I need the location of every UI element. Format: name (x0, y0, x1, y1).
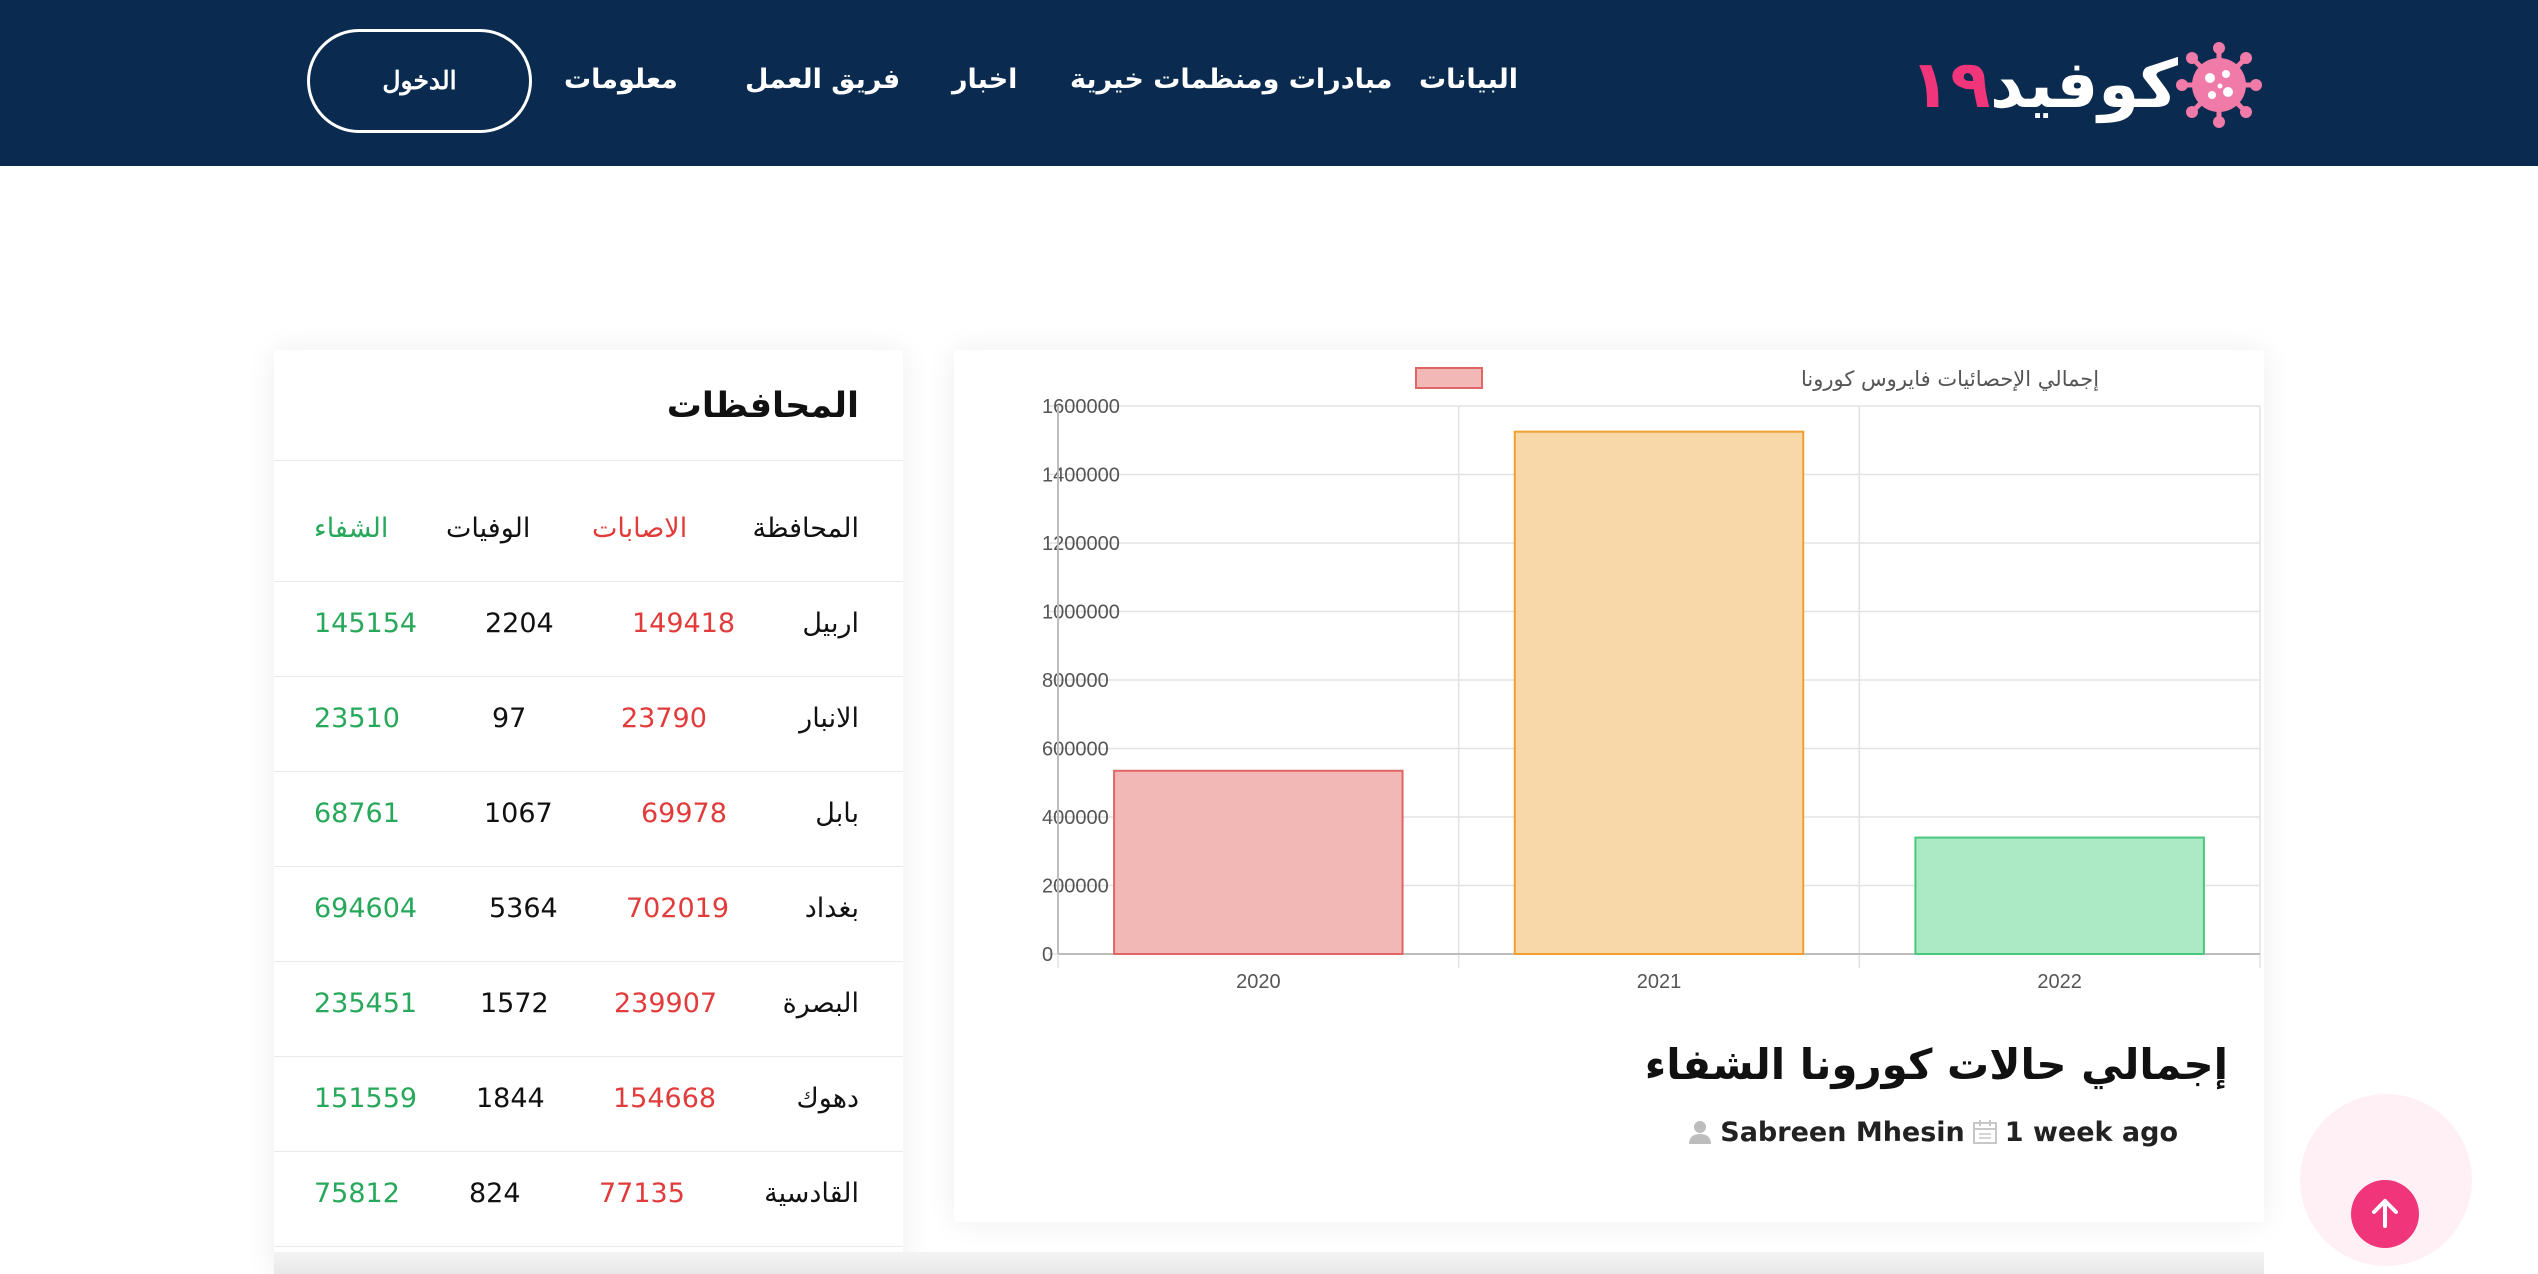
province-name: الانبار (799, 703, 859, 734)
province-cases: 149418 (632, 608, 736, 639)
y-tick-label: 600000 (1042, 739, 1109, 761)
province-recovered: 23510 (314, 703, 400, 734)
post-time: 1 week ago (2004, 1116, 2178, 1148)
nav-team[interactable]: فريق العمل (745, 64, 901, 95)
post-author[interactable]: Sabreen Mhesin (1720, 1116, 1965, 1148)
province-name: القادسية (764, 1178, 859, 1209)
province-name: بابل (815, 798, 859, 829)
site-logo[interactable]: ١٩ كوفيد (1910, 42, 2262, 128)
bar-2021 (1513, 430, 1805, 955)
y-tick-label: 1600000 (1042, 396, 1120, 418)
province-recovered: 694604 (314, 893, 418, 924)
logo-text: كوفيد (1990, 46, 2179, 123)
x-tick-label: 2022 (2037, 971, 2081, 993)
province-deaths: 1844 (476, 1083, 545, 1114)
province-name: دهوك (796, 1083, 859, 1114)
divider (274, 1056, 903, 1057)
legend-label: إجمالي الإحصائيات فايروس كورونا (1801, 367, 2099, 392)
site-header: ١٩ كوفيد (0, 0, 2538, 166)
provinces-title: المحافظات (666, 386, 859, 426)
next-card-edge (274, 1252, 2264, 1274)
y-tick-label: 1200000 (1042, 533, 1120, 555)
col-header-recovered: الشفاء (314, 513, 389, 544)
province-name: البصرة (782, 988, 859, 1019)
login-button[interactable]: الدخول (307, 29, 532, 133)
post-meta: Sabreen Mhesin 1 week ago (1686, 1114, 2178, 1150)
bar-chart: 0 200000 400000 600000 800000 1000000 1200000 1… (1042, 367, 2261, 993)
y-tick-label: 400000 (1042, 807, 1109, 829)
nav-initiatives[interactable]: مبادرات ومنظمات خيرية (1070, 64, 1393, 95)
divider (274, 866, 903, 867)
province-recovered: 145154 (314, 608, 418, 639)
nav-data[interactable]: البيانات (1419, 64, 1518, 95)
chart-card: 0 200000 400000 600000 800000 1000000 1200000 1… (954, 350, 2264, 1222)
province-cases: 702019 (626, 893, 730, 924)
y-tick-label: 0 (1042, 944, 1053, 966)
province-deaths: 824 (469, 1178, 521, 1209)
nav-info[interactable]: معلومات (564, 64, 678, 95)
province-cases: 154668 (613, 1083, 717, 1114)
provinces-card: المحافظات المحافظة الاصابات الوفيات الشف… (274, 350, 903, 1274)
col-header-province: المحافظة (752, 513, 859, 544)
user-icon (1689, 1121, 1712, 1144)
province-recovered: 235451 (314, 988, 418, 1019)
y-tick-label: 200000 (1042, 876, 1109, 898)
divider (274, 676, 903, 677)
arrow-up-icon (2372, 1199, 2398, 1228)
province-cases: 23790 (621, 703, 707, 734)
province-recovered: 68761 (314, 798, 400, 829)
divider (274, 1151, 903, 1152)
province-deaths: 1067 (484, 798, 553, 829)
province-name: اربيل (802, 608, 859, 639)
col-header-deaths: الوفيات (446, 513, 531, 544)
calendar-icon (1972, 1120, 1997, 1144)
y-tick-label: 1400000 (1042, 465, 1120, 487)
province-deaths: 1572 (480, 988, 549, 1019)
x-tick-label: 2021 (1637, 971, 1682, 993)
post-title[interactable]: إجمالي حالات كورونا الشفاء (1644, 1040, 2228, 1089)
col-header-cases: الاصابات (592, 513, 688, 544)
province-cases: 239907 (614, 988, 718, 1019)
nav-news[interactable]: اخبار (952, 64, 1018, 95)
x-tick-label: 2020 (1236, 971, 1281, 993)
y-tick-label: 1000000 (1042, 602, 1120, 624)
province-deaths: 5364 (489, 893, 558, 924)
province-deaths: 2204 (485, 608, 554, 639)
divider (274, 581, 903, 582)
logo-number: ١٩ (1910, 46, 1991, 123)
province-recovered: 151559 (314, 1083, 418, 1114)
province-name: بغداد (804, 893, 859, 924)
bar-2022 (1914, 836, 2205, 955)
legend-swatch (1415, 367, 1483, 389)
province-cases: 77135 (599, 1178, 685, 1209)
virus-icon (2176, 42, 2262, 128)
divider (274, 460, 903, 461)
y-tick-label: 800000 (1042, 670, 1109, 692)
province-recovered: 75812 (314, 1178, 400, 1209)
divider (274, 1246, 903, 1247)
scroll-to-top-button[interactable] (2351, 1180, 2419, 1248)
bar-2020 (1113, 769, 1404, 956)
province-cases: 69978 (641, 798, 727, 829)
divider (274, 961, 903, 962)
divider (274, 771, 903, 772)
province-deaths: 97 (492, 703, 527, 734)
